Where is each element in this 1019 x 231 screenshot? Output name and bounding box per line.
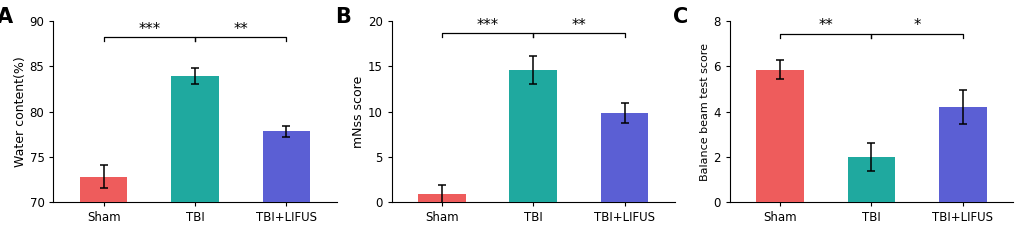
Y-axis label: mNss score: mNss score	[352, 76, 365, 148]
Text: **: **	[571, 18, 586, 33]
Text: B: B	[334, 7, 351, 27]
Bar	[938, 107, 985, 202]
Text: *: *	[912, 18, 920, 33]
Y-axis label: Water content(%): Water content(%)	[13, 56, 26, 167]
Bar	[263, 131, 310, 231]
Bar	[508, 70, 556, 202]
Text: **: **	[233, 22, 248, 37]
Bar	[79, 177, 127, 231]
Bar	[171, 76, 219, 231]
Bar	[755, 70, 803, 202]
Text: ***: ***	[139, 22, 160, 37]
Text: **: **	[817, 18, 833, 33]
Bar	[600, 113, 648, 202]
Bar	[418, 194, 465, 202]
Text: C: C	[673, 7, 688, 27]
Bar	[847, 157, 895, 202]
Text: ***: ***	[476, 18, 498, 33]
Text: A: A	[0, 7, 13, 27]
Y-axis label: Balance beam test score: Balance beam test score	[700, 43, 710, 181]
